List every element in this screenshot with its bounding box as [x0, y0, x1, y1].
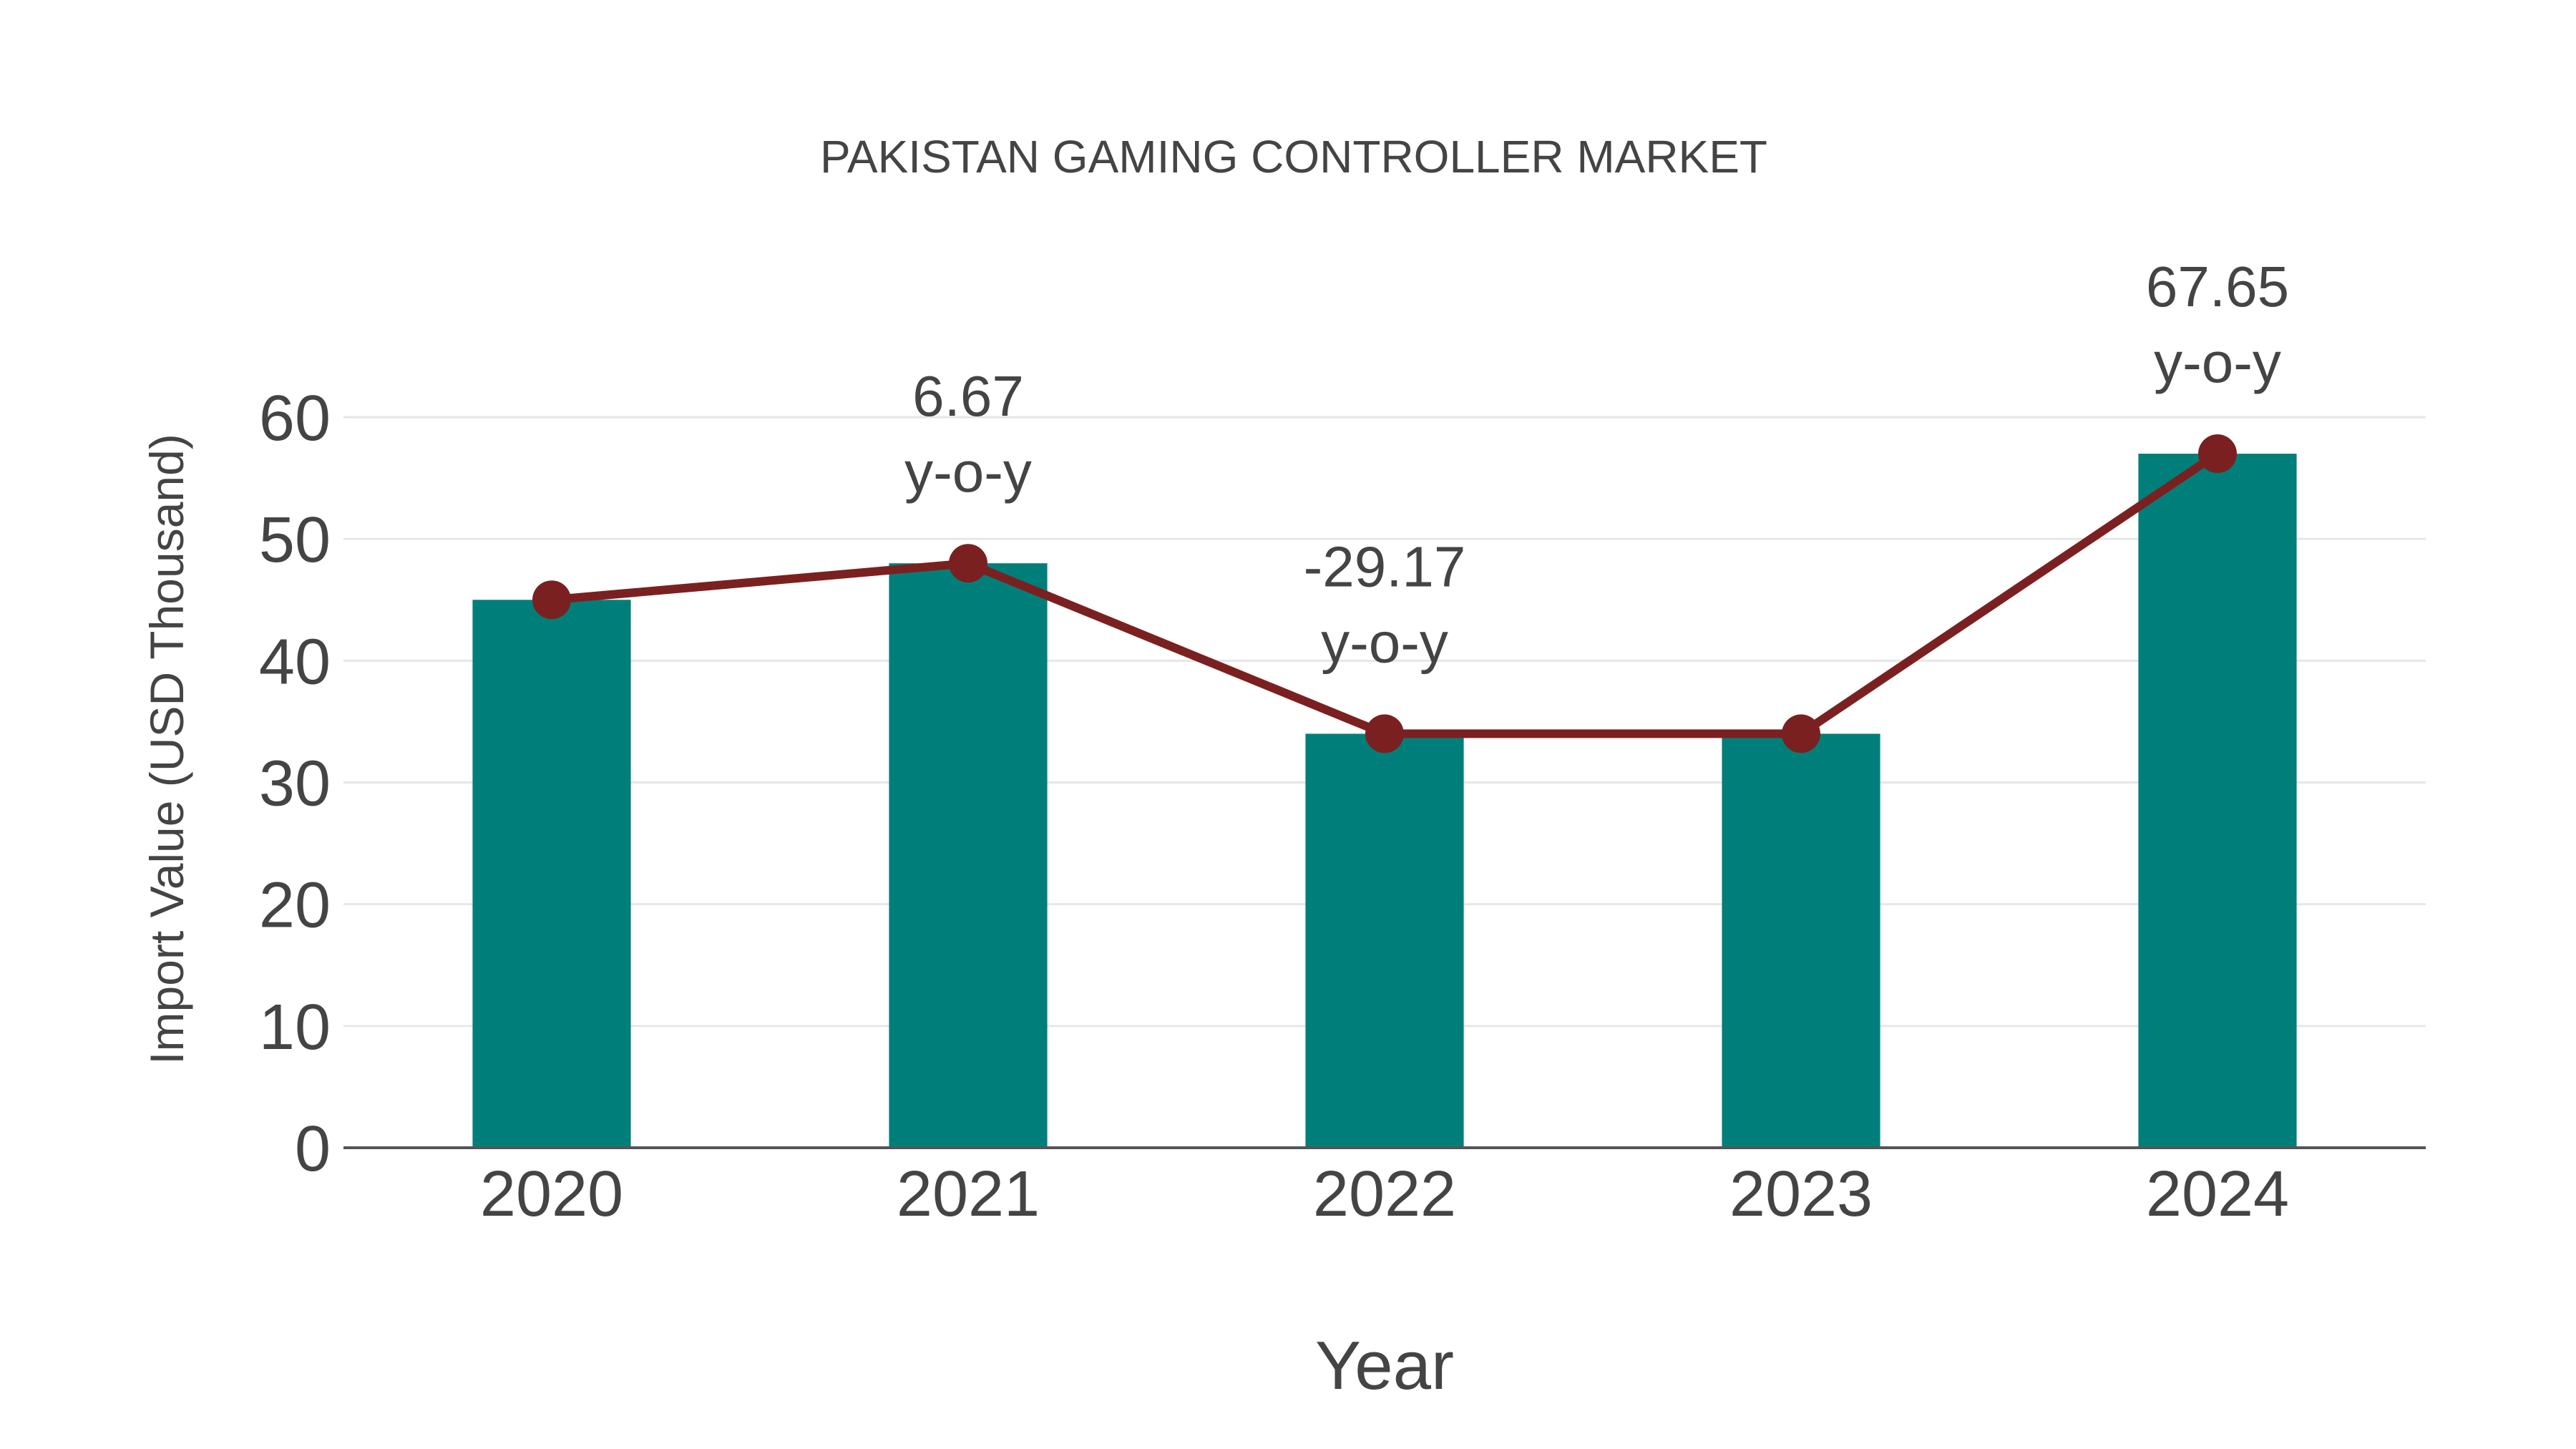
x-axis-title: Year	[1315, 1327, 1454, 1404]
x-tick-label: 2023	[1729, 1158, 1873, 1230]
yoy-value-label: 67.65	[2146, 255, 2289, 318]
yoy-suffix-label: y-o-y	[2154, 331, 2281, 394]
y-tick-label: 0	[295, 1113, 331, 1185]
y-tick-label: 30	[259, 748, 331, 820]
bar-series	[472, 454, 2297, 1148]
x-tick-label: 2024	[2146, 1158, 2289, 1230]
yoy-value-label: -29.17	[1304, 535, 1466, 598]
bar-2022[interactable]	[1305, 733, 1464, 1148]
y-axis-ticks: 0 10 20 30 40 50 60	[259, 383, 331, 1185]
y-tick-label: 40	[259, 626, 331, 698]
bar-2023[interactable]	[1722, 733, 1880, 1148]
y-tick-label: 20	[259, 870, 331, 942]
y-tick-label: 10	[259, 992, 331, 1063]
yoy-value-label: 6.67	[912, 364, 1024, 428]
yoy-annotations: 6.67 y-o-y -29.17 y-o-y 67.65 y-o-y	[904, 255, 2289, 674]
x-tick-label: 2020	[480, 1158, 623, 1230]
line-series	[532, 434, 2237, 753]
bar-2024[interactable]	[2138, 454, 2297, 1148]
x-tick-label: 2021	[897, 1158, 1040, 1230]
marker-2023[interactable]	[1782, 714, 1820, 753]
marker-2024[interactable]	[2198, 434, 2237, 474]
marker-2020[interactable]	[532, 580, 571, 620]
y-axis-title: Import Value (USD Thousand)	[140, 434, 193, 1065]
y-tick-label: 60	[259, 383, 331, 454]
yoy-suffix-label: y-o-y	[904, 440, 1032, 504]
y-tick-label: 50	[259, 504, 331, 576]
chart-title: PAKISTAN GAMING CONTROLLER MARKET	[820, 131, 1767, 182]
bar-2021[interactable]	[889, 563, 1048, 1148]
bar-2020[interactable]	[472, 600, 631, 1148]
x-axis-ticks: 2020 2021 2022 2023 2024	[480, 1158, 2289, 1230]
yoy-suffix-label: y-o-y	[1321, 610, 1448, 674]
marker-2022[interactable]	[1365, 714, 1404, 753]
x-tick-label: 2022	[1313, 1158, 1456, 1230]
marker-2021[interactable]	[949, 544, 987, 583]
